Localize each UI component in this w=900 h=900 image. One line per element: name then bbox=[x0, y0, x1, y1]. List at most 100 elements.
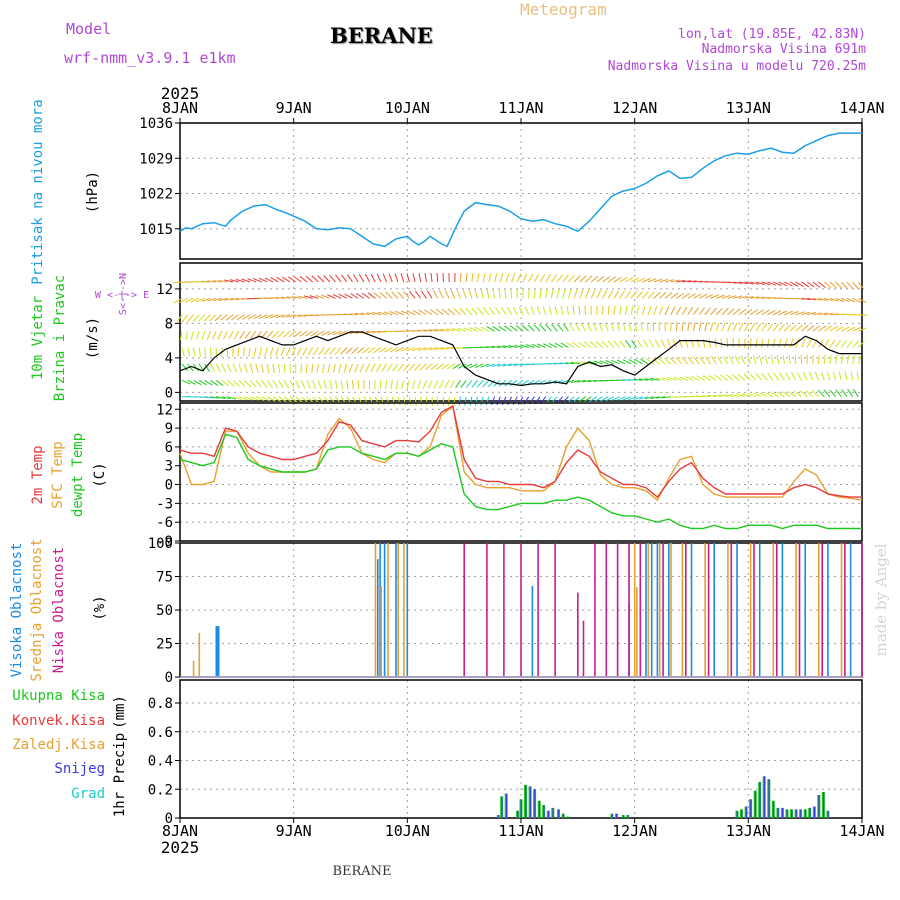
wind-barb bbox=[438, 290, 444, 299]
wind-barb bbox=[372, 330, 382, 334]
wind-barb bbox=[244, 396, 254, 401]
wind-barb bbox=[693, 280, 703, 283]
wind-barb bbox=[744, 296, 754, 299]
wind-ylabel-name: 10m Vjetar bbox=[30, 296, 46, 380]
wind-barb bbox=[656, 396, 666, 399]
wind-barb bbox=[673, 376, 683, 381]
lonlat-label: lon,lat (19.85E, 42.83N) bbox=[678, 27, 866, 42]
wind-barb bbox=[788, 354, 791, 364]
wind-barb bbox=[548, 305, 552, 315]
wind-barb bbox=[566, 305, 569, 315]
wind-barb bbox=[378, 347, 387, 353]
wind-barb bbox=[844, 371, 848, 381]
wind-barb bbox=[698, 293, 708, 299]
wind-barb bbox=[711, 356, 717, 365]
wind-barb bbox=[807, 297, 817, 301]
wind-barb bbox=[516, 273, 522, 283]
wind-barb bbox=[624, 290, 632, 299]
wind-barb bbox=[835, 354, 838, 364]
wind-barb bbox=[794, 390, 802, 398]
wind-barb bbox=[187, 347, 191, 357]
wind-barb bbox=[572, 341, 581, 348]
wind-barb bbox=[701, 395, 711, 398]
wind-barb bbox=[693, 356, 700, 365]
cloud-bar-high bbox=[215, 626, 220, 677]
x-tick-label-bottom: 9JAN bbox=[276, 822, 312, 840]
wind-barb bbox=[565, 362, 575, 365]
wind-barb bbox=[465, 307, 473, 316]
wind-barb bbox=[807, 311, 817, 316]
wind-barb bbox=[681, 292, 690, 299]
wind-barb bbox=[659, 278, 669, 283]
wind-barb bbox=[664, 279, 674, 283]
wind-barb bbox=[370, 363, 376, 373]
wind-barb bbox=[646, 322, 649, 332]
wind-barb bbox=[524, 306, 530, 315]
wind-barb bbox=[685, 376, 694, 381]
wind-barb bbox=[542, 305, 547, 315]
precip-panel: 0 0.2 0.4 0.6 0.8 bbox=[148, 679, 863, 827]
wind-barb bbox=[562, 274, 569, 283]
wind-barb bbox=[676, 306, 682, 315]
wind-barb bbox=[438, 380, 444, 389]
wind-barb bbox=[238, 396, 248, 401]
wind-barb bbox=[469, 327, 478, 332]
wind-barb bbox=[773, 372, 780, 381]
wind-barb bbox=[400, 347, 410, 352]
cloud-bar-high bbox=[377, 559, 379, 677]
wind-barb bbox=[636, 277, 646, 283]
wind-barb bbox=[250, 330, 257, 339]
cloud-bar-high bbox=[395, 543, 397, 677]
wind-barb bbox=[406, 347, 416, 352]
wind-barb bbox=[235, 297, 245, 301]
wind-barb bbox=[602, 276, 611, 283]
wind-barb bbox=[589, 341, 598, 348]
precip-bar-inner bbox=[772, 800, 775, 819]
wind-barb bbox=[567, 289, 572, 299]
wind-barb bbox=[847, 388, 854, 397]
cloud-bar-low bbox=[605, 543, 608, 677]
x-tick-label-top: 11JAN bbox=[498, 99, 543, 117]
wind-barb bbox=[215, 363, 221, 373]
wind-barb bbox=[373, 347, 382, 354]
precip-bar-inner bbox=[791, 809, 793, 818]
wind-barb bbox=[212, 280, 222, 283]
wind-barb bbox=[286, 347, 291, 356]
wind-barb bbox=[749, 323, 756, 332]
wind-barb bbox=[305, 330, 313, 337]
wind-barb bbox=[238, 363, 243, 373]
wind-barb bbox=[583, 396, 592, 403]
cloud-bar-high bbox=[804, 543, 806, 677]
pressure-ylabel: Pritisak na nivou mora (hPa) bbox=[30, 99, 101, 284]
wind-compass-we: W <-|-> E bbox=[95, 290, 149, 301]
wind-barb bbox=[321, 330, 331, 336]
wind-barb bbox=[278, 380, 284, 389]
wind-barb bbox=[249, 396, 259, 401]
wind-barb bbox=[488, 273, 492, 283]
wind-barb bbox=[434, 328, 444, 332]
wind-barb bbox=[625, 277, 634, 283]
wind-barb bbox=[351, 347, 359, 355]
wind-barb bbox=[295, 380, 300, 389]
wind-barb bbox=[681, 322, 684, 332]
wind-barb bbox=[758, 355, 763, 365]
wind-barb bbox=[823, 339, 830, 348]
x-tick-label-top: 10JAN bbox=[385, 99, 430, 117]
wind-barb bbox=[249, 363, 254, 373]
wind-barb bbox=[367, 292, 376, 299]
wind-barb bbox=[652, 322, 655, 332]
wind-barb bbox=[607, 340, 615, 348]
wind-barb bbox=[266, 380, 273, 388]
wind-barb bbox=[190, 297, 200, 303]
wind-barb bbox=[212, 297, 222, 302]
wind-barb bbox=[261, 363, 264, 373]
wind-barb bbox=[556, 289, 560, 299]
precip-bar-inner bbox=[777, 807, 779, 818]
wind-barb bbox=[389, 347, 399, 353]
wind-barb bbox=[584, 305, 587, 315]
wind-barb bbox=[531, 343, 541, 348]
wind-barb bbox=[332, 363, 336, 373]
wind-barb bbox=[284, 396, 292, 403]
cloud-bar-low bbox=[463, 543, 465, 677]
wind-barb bbox=[622, 322, 626, 332]
